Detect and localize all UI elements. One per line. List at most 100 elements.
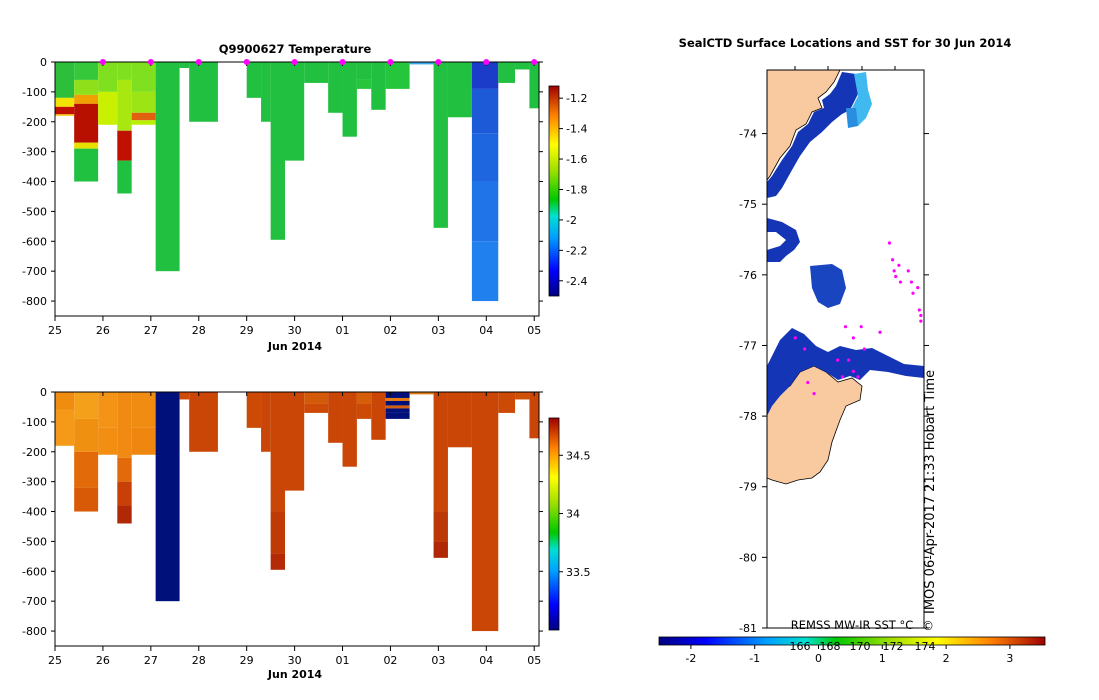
sst-inlet xyxy=(767,218,800,262)
x-tick-label: 05 xyxy=(527,324,541,337)
salinity-xlabel: Jun 2014 xyxy=(267,668,323,681)
profile-cell xyxy=(356,403,372,419)
profile-cell xyxy=(74,418,99,452)
profile-cell xyxy=(55,62,75,98)
ctd-position xyxy=(843,325,848,329)
profile-cell xyxy=(385,397,410,401)
colorbar-tick-label: 34.5 xyxy=(566,449,591,462)
colorbar-tick-label: -2 xyxy=(566,214,577,227)
x-tick-label: 25 xyxy=(48,324,62,337)
sst-colorbar-tick-label: 2 xyxy=(943,652,950,665)
colorbar-tick-label: -2.4 xyxy=(566,275,587,288)
profile-cell xyxy=(433,62,448,228)
ctd-position xyxy=(803,347,807,351)
y-tick-label: -100 xyxy=(22,86,47,99)
x-tick-label: 25 xyxy=(48,654,62,667)
ctd-position xyxy=(851,369,855,373)
lat-tick-label: -79 xyxy=(739,481,757,494)
ctd-position xyxy=(892,269,896,273)
profile-cell xyxy=(385,405,410,409)
sst-shelf-band xyxy=(767,328,924,416)
map-panel: SealCTD Surface Locations and SST for 30… xyxy=(658,36,1046,665)
ctd-position xyxy=(793,336,797,340)
profile-cell xyxy=(471,392,499,632)
overlay-tick-label: 166 xyxy=(790,640,811,653)
x-tick-label: 29 xyxy=(240,324,254,337)
y-tick-label: -300 xyxy=(22,146,47,159)
x-tick-label: 29 xyxy=(240,654,254,667)
profile-cell xyxy=(529,62,539,109)
ctd-position xyxy=(906,269,910,273)
profile-cell xyxy=(498,62,516,83)
ctd-position xyxy=(919,313,923,318)
profile-cell xyxy=(342,62,357,137)
ctd-position xyxy=(898,280,903,284)
colorbar-tick-label: 33.5 xyxy=(566,566,591,579)
ctd-position xyxy=(919,319,923,323)
profile-cell xyxy=(515,62,530,70)
ctd-position xyxy=(836,358,840,362)
salinity-panel: 25 26 27 28 29 30 01 02 03 04 05 0 -100 -200 -300 -400 -… xyxy=(22,386,590,681)
profile-cell xyxy=(189,392,218,452)
lat-tick-label: -81 xyxy=(739,622,757,635)
profile-cell xyxy=(471,181,499,242)
profile-cell xyxy=(328,62,343,113)
profile-cell xyxy=(447,392,472,448)
sst-colorbar-tick-label: -2 xyxy=(685,652,696,665)
profile-marker xyxy=(483,59,490,65)
y-tick-label: -400 xyxy=(22,506,47,519)
y-tick-label: -800 xyxy=(22,625,47,638)
profile-cell xyxy=(471,88,499,134)
profile-cell xyxy=(74,451,99,488)
profile-cell xyxy=(285,62,305,161)
ctd-position xyxy=(897,263,901,267)
imos-watermark: IMOS 06-Apr-2017 21:33 Hobart Time xyxy=(923,370,938,614)
ctd-position xyxy=(917,308,921,312)
ctd-position xyxy=(916,286,920,290)
profile-marker xyxy=(291,59,298,65)
y-tick-label: -200 xyxy=(22,446,47,459)
land-north xyxy=(766,69,841,182)
profile-cell xyxy=(131,91,156,113)
profile-marker xyxy=(387,59,394,65)
profile-cell xyxy=(498,392,516,413)
y-tick-label: -600 xyxy=(22,565,47,578)
y-tick-label: -600 xyxy=(22,235,47,248)
ctd-position xyxy=(887,241,892,245)
profile-marker xyxy=(531,59,538,65)
profile-cell xyxy=(74,62,99,80)
x-tick-label: 03 xyxy=(431,324,445,337)
profile-cell xyxy=(179,62,190,68)
profile-cell xyxy=(261,62,271,122)
colorbar-tick-label: -1.2 xyxy=(566,92,587,105)
x-tick-label: 02 xyxy=(383,324,397,337)
sst-colorbar-label: REMSS MW-IR SST °C xyxy=(791,618,914,632)
profile-cell xyxy=(285,392,305,491)
y-tick-label: 0 xyxy=(40,386,47,399)
y-tick-label: 0 xyxy=(40,56,47,69)
profile-cell xyxy=(189,62,218,122)
salinity-colorbar xyxy=(548,417,560,631)
lat-tick-label: -75 xyxy=(739,198,757,211)
profile-marker xyxy=(435,59,442,65)
profile-cell xyxy=(471,241,499,302)
copyright-symbol: © xyxy=(922,619,934,633)
map-frame xyxy=(766,69,925,629)
sst-polynya xyxy=(810,264,846,308)
profile-cell xyxy=(304,392,329,404)
profile-cell xyxy=(74,94,99,104)
profile-cell xyxy=(117,79,132,131)
colorbar-tick-label: -1.8 xyxy=(566,183,587,196)
profile-cell xyxy=(117,392,132,458)
x-tick-label: 27 xyxy=(144,324,158,337)
overlay-tick-label: 174 xyxy=(915,640,936,653)
profile-cell xyxy=(131,392,156,428)
temperature-panel: Q9900627 Temperature 25 26 27 28 29 30 01 02 03 0… xyxy=(22,42,587,353)
x-tick-label: 30 xyxy=(288,654,302,667)
sst-colorbar xyxy=(658,636,1046,646)
profile-cell xyxy=(117,130,132,161)
profile-cell xyxy=(155,392,180,602)
x-tick-label: 04 xyxy=(479,324,493,337)
profile-cell xyxy=(98,392,118,428)
x-tick-label: 28 xyxy=(192,324,206,337)
